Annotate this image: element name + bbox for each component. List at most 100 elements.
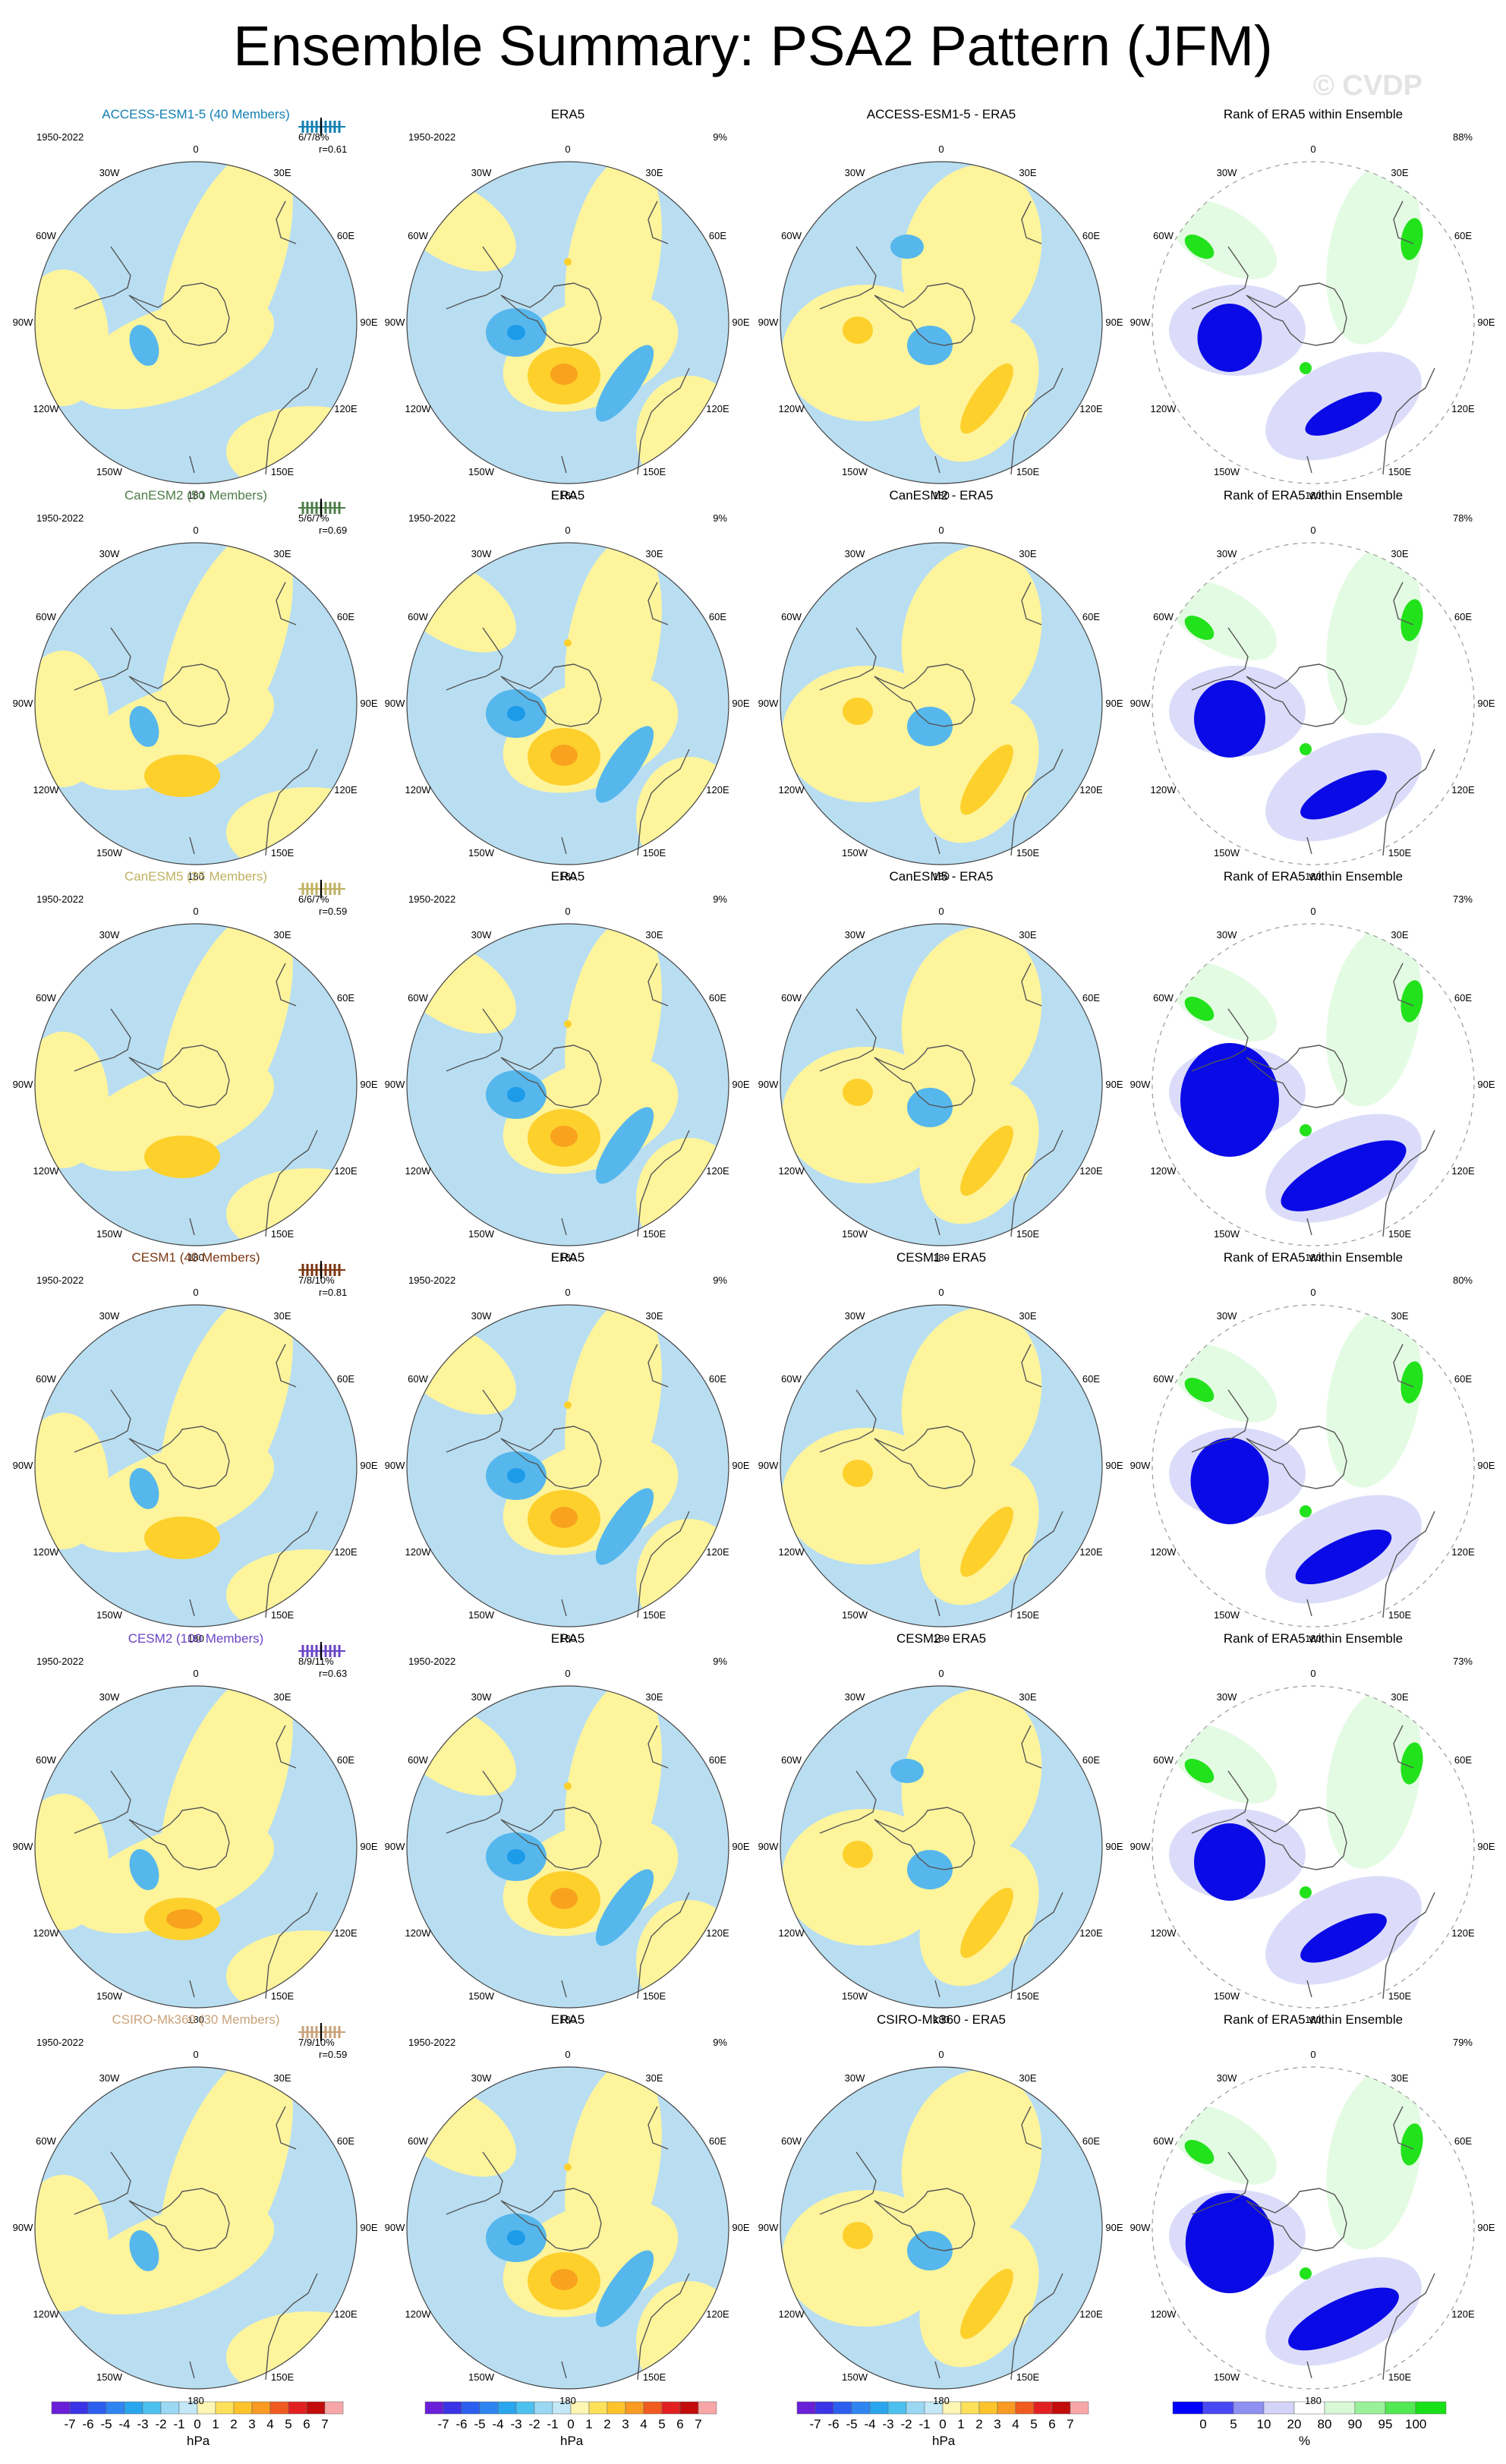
africa-coastline xyxy=(1021,963,1042,1007)
positive-anomaly-region xyxy=(71,1059,275,1171)
longitude-label: 60W xyxy=(408,230,428,241)
africa-coastline xyxy=(1021,581,1042,625)
rank-percent: 88% xyxy=(1452,131,1473,143)
map-boundary xyxy=(34,2066,358,2390)
colorbar-swatch xyxy=(233,2401,253,2415)
longitude-label: 60W xyxy=(1153,611,1174,622)
colorbar-tick-label: 6 xyxy=(676,2417,684,2431)
correlation-label: r=0.63 xyxy=(319,1668,348,1679)
new-zealand-coastline xyxy=(934,837,940,855)
longitude-label: 180 xyxy=(187,2014,204,2025)
colorbar-swatch xyxy=(87,2401,107,2415)
rank-above-region xyxy=(1167,961,1278,1041)
longitude-label: 30E xyxy=(645,1690,663,1703)
longitude-label: 150W xyxy=(842,1990,868,2002)
positive-anomaly-max xyxy=(550,1888,578,1909)
longitude-label: 30E xyxy=(645,928,663,941)
antarctica-coastline xyxy=(1246,1045,1347,1108)
rank-above-region xyxy=(1326,926,1422,1107)
longitude-label: 60W xyxy=(1153,992,1174,1004)
longitude-label: 0 xyxy=(565,1287,571,1298)
period-label: 1950-2022 xyxy=(408,1656,456,1667)
rank-low-tail xyxy=(1305,392,1382,436)
positive-anomaly-region xyxy=(71,2202,275,2314)
longitude-label: 150W xyxy=(1214,1228,1240,1240)
new-zealand-coastline xyxy=(561,837,567,855)
colorbar-swatch xyxy=(1051,2401,1071,2415)
negative-anomaly-core xyxy=(129,1848,159,1891)
longitude-label: 180 xyxy=(187,2395,204,2406)
longitude-label: 120E xyxy=(1451,1165,1475,1177)
africa-coastline xyxy=(647,1344,669,1388)
positive-anomaly-core xyxy=(960,2268,1013,2340)
longitude-label: 150W xyxy=(468,847,494,859)
africa-coastline xyxy=(276,1344,297,1388)
colorbar-tick-label: 2 xyxy=(603,2417,611,2431)
rank-percent: 80% xyxy=(1452,1275,1473,1286)
new-zealand-coastline xyxy=(561,1980,567,1998)
longitude-label: 90W xyxy=(384,698,405,709)
diff-map xyxy=(780,2067,1102,2389)
longitude-label: 30E xyxy=(1391,2072,1409,2084)
longitude-label: 90E xyxy=(360,1460,378,1471)
longitude-label: 0 xyxy=(938,143,944,155)
negative-anomaly-max xyxy=(507,325,525,340)
longitude-label: 90W xyxy=(1130,698,1151,709)
longitude-label: 60E xyxy=(1454,230,1473,241)
map-boundary xyxy=(406,161,729,484)
longitude-label: 120E xyxy=(706,1927,729,1939)
colorbar-swatch xyxy=(1172,2401,1204,2415)
longitude-label: 90W xyxy=(12,1460,33,1471)
longitude-label: 0 xyxy=(938,1287,944,1298)
longitude-label: 150W xyxy=(842,1228,868,1240)
colorbar-swatch xyxy=(1202,2401,1234,2415)
longitude-label: 30W xyxy=(1216,928,1237,941)
australia-coastline xyxy=(265,2273,318,2381)
longitude-label: 90E xyxy=(1477,1841,1495,1852)
longitude-label: 60W xyxy=(781,230,802,241)
longitude-label: 30E xyxy=(1391,547,1409,559)
positive-anomaly-region xyxy=(35,1032,109,1168)
model-map xyxy=(35,162,357,484)
longitude-label: 90E xyxy=(360,1079,378,1090)
map-boundary xyxy=(406,2066,729,2390)
negative-anomaly-core xyxy=(595,1869,654,1946)
longitude-label: 150W xyxy=(96,1228,122,1240)
colorbar-swatch xyxy=(960,2401,980,2415)
africa-coastline xyxy=(647,581,669,625)
longitude-label: 60W xyxy=(408,1373,428,1385)
longitude-label: 150E xyxy=(270,2371,295,2384)
positive-anomaly-dot xyxy=(564,1020,572,1028)
longitude-label: 30E xyxy=(645,2072,663,2084)
longitude-label: 180 xyxy=(559,1633,576,1644)
longitude-label: 120W xyxy=(405,1165,431,1177)
colorbar-tick-label: 1 xyxy=(212,2417,219,2431)
longitude-label: 120W xyxy=(33,2308,59,2320)
longitude-label: 150W xyxy=(96,847,122,859)
longitude-label: 30W xyxy=(844,547,865,559)
longitude-label: 30E xyxy=(1019,1309,1037,1322)
longitude-label: 60E xyxy=(708,2135,727,2147)
longitude-label: 30W xyxy=(99,1690,120,1703)
south-america-coastline xyxy=(819,627,877,691)
new-zealand-coastline xyxy=(561,1218,567,1236)
era5-map xyxy=(407,2067,729,2389)
longitude-label: 150W xyxy=(468,2371,494,2384)
positive-anomaly-region xyxy=(901,1688,1042,1869)
colorbar-tick-label: 5 xyxy=(285,2417,292,2431)
colorbar-tick-label: -2 xyxy=(900,2417,912,2431)
longitude-label: 90W xyxy=(384,1079,405,1090)
longitude-label: 180 xyxy=(933,1252,950,1263)
longitude-label: 120W xyxy=(1150,2308,1177,2320)
australia-coastline xyxy=(1010,367,1063,475)
spread-glyph xyxy=(298,2023,345,2041)
negative-anomaly-max xyxy=(507,706,525,721)
longitude-label: 90W xyxy=(758,1841,779,1852)
longitude-label: 30E xyxy=(1019,166,1037,178)
africa-coastline xyxy=(1021,2106,1042,2150)
longitude-label: 120W xyxy=(778,403,805,414)
africa-coastline xyxy=(1393,963,1414,1007)
colorbar-tick-label: 95 xyxy=(1378,2417,1393,2431)
hpa-colorbar xyxy=(796,2401,1089,2415)
